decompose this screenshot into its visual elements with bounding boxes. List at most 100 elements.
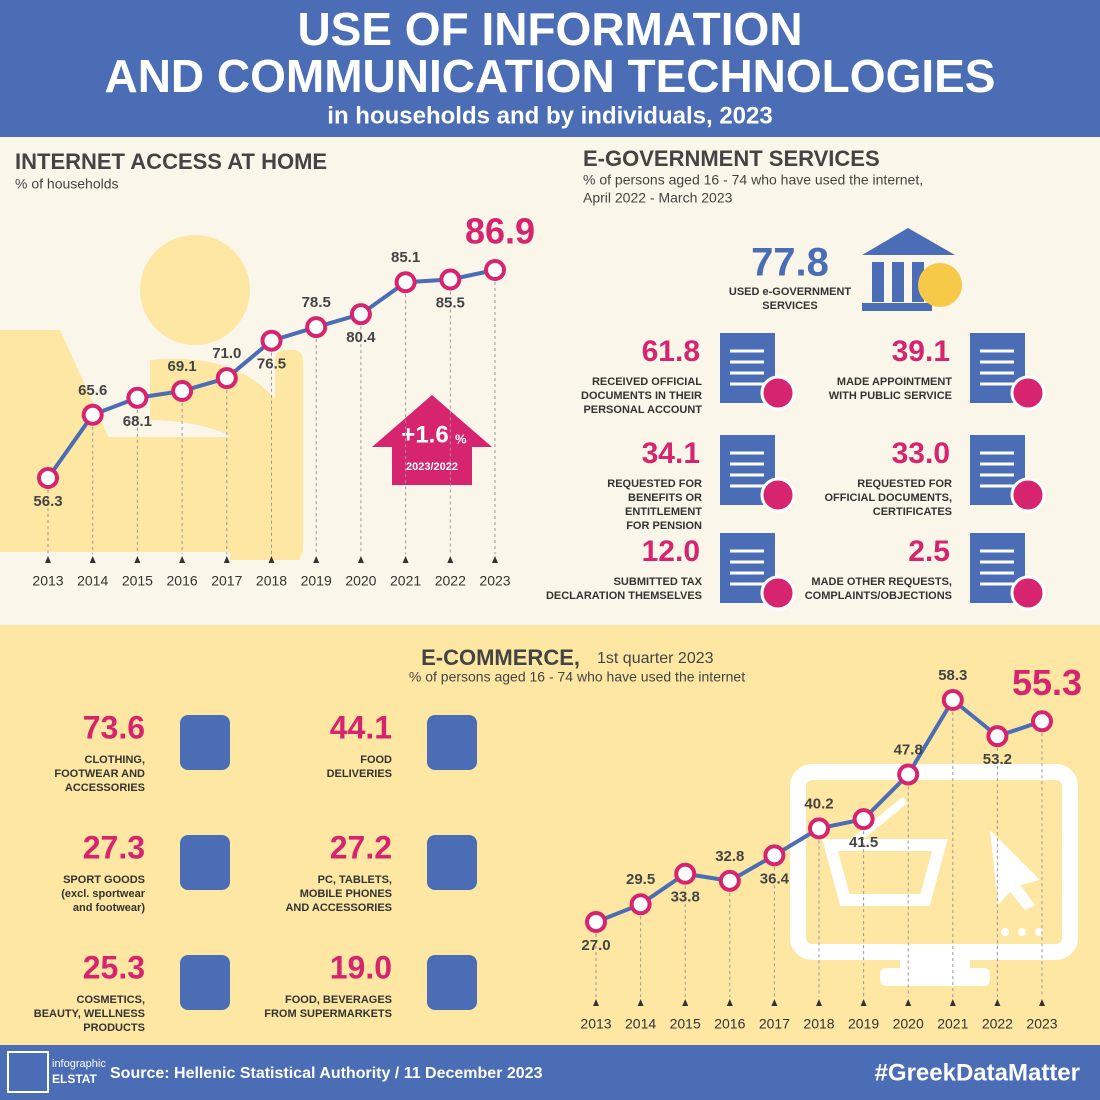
point <box>215 367 238 390</box>
item-label: WITH PUBLIC SERVICE <box>829 390 952 402</box>
tick-triangle <box>949 999 956 1006</box>
item-label: MOBILE PHONES <box>300 888 392 900</box>
x-tick-label: 2019 <box>301 573 332 589</box>
tick-triangle <box>357 556 364 563</box>
point <box>305 316 328 339</box>
x-tick-label: 2014 <box>77 573 108 589</box>
item-label: COMPLAINTS/OBJECTIONS <box>805 590 952 602</box>
item-label: DELIVERIES <box>327 768 392 780</box>
x-tick-label: 2022 <box>982 1016 1013 1032</box>
item-label: ENTITLEMENT <box>625 506 702 518</box>
monitor-illustration <box>790 764 1078 986</box>
item-label: and footwear) <box>73 902 145 914</box>
arrow <box>372 395 492 485</box>
point <box>674 862 697 885</box>
item-label: PC, TABLETS, <box>318 874 392 886</box>
item-label: CLOTHING, <box>85 754 146 766</box>
category-icon <box>427 955 477 1010</box>
item-label: FOOD, BEVERAGES <box>285 994 392 1006</box>
item-label: MADE OTHER REQUESTS, <box>811 576 952 588</box>
tick-triangle <box>637 999 644 1006</box>
point <box>852 808 875 831</box>
x-tick-label: 2016 <box>714 1016 745 1032</box>
icon-badge <box>1010 575 1046 611</box>
change-annotation: +1.6 % 2023/2022 <box>372 395 492 485</box>
item-label: CERTIFICATES <box>873 506 952 518</box>
section-subtitle: % of persons aged 16 - 74 who have used … <box>583 172 923 188</box>
tick-triangle <box>682 999 689 1006</box>
egov-main-label: USED e-GOVERNMENT <box>729 286 852 298</box>
item-value: 27.2 <box>330 829 392 865</box>
item-label: ACCESSORIES <box>65 782 145 794</box>
tick-triangle <box>134 556 141 563</box>
icon-badge <box>760 375 796 411</box>
item-label: FROM SUPERMARKETS <box>264 1008 392 1020</box>
tick-triangle <box>860 999 867 1006</box>
subtitle: in households and by individuals, 2023 <box>327 102 772 129</box>
item-value: 44.1 <box>330 709 392 745</box>
value-label: 32.8 <box>715 848 744 865</box>
x-tick-label: 2015 <box>670 1016 701 1032</box>
x-tick-label: 2017 <box>759 1016 790 1032</box>
item-label: OFFICIAL DOCUMENTS, <box>824 492 952 504</box>
item-label: COSMETICS, <box>77 994 145 1006</box>
section-title: INTERNET ACCESS AT HOME <box>15 149 327 174</box>
point <box>81 403 104 426</box>
value-label: 69.1 <box>167 358 196 375</box>
item-label: MADE APPOINTMENT <box>837 376 952 388</box>
icon-badge <box>760 477 796 513</box>
item-value: 25.3 <box>83 949 145 985</box>
category-icon <box>427 715 477 770</box>
value-label: 47.8 <box>894 741 923 758</box>
item-label: FOOTWEAR AND <box>54 768 145 780</box>
section-title: E-COMMERCE, <box>421 645 580 670</box>
point <box>126 386 149 409</box>
x-tick-label: 2015 <box>122 573 153 589</box>
point <box>484 259 506 281</box>
value-label: 85.5 <box>436 294 465 311</box>
tick-triangle <box>402 556 409 563</box>
bank-icon <box>862 228 962 311</box>
value-label: 41.5 <box>849 834 878 851</box>
value-label: 27.0 <box>581 937 610 954</box>
egov-main-value: 77.8 <box>751 241 829 285</box>
header-band <box>0 0 1100 137</box>
annotation-value: +1.6 <box>401 421 448 448</box>
item-value: 33.0 <box>892 437 950 470</box>
value-label: 40.2 <box>804 795 833 812</box>
x-tick-label: 2020 <box>893 1016 924 1032</box>
tick-triangle <box>89 556 96 563</box>
egov-main-label: SERVICES <box>762 300 817 312</box>
item-label: FOOD <box>360 754 392 766</box>
value-label: 29.5 <box>626 871 655 888</box>
value-label: 56.3 <box>33 493 62 510</box>
item-label: PERSONAL ACCOUNT <box>583 404 702 416</box>
x-tick-label: 2019 <box>848 1016 879 1032</box>
category-icon <box>180 835 230 890</box>
point <box>1031 710 1053 733</box>
x-tick-label: 2020 <box>345 573 376 589</box>
icon-badge <box>760 575 796 611</box>
item-label: SPORT GOODS <box>63 874 145 886</box>
item-label: REQUESTED FOR <box>607 478 702 490</box>
item-label: SUBMITTED TAX <box>614 576 703 588</box>
point <box>897 763 920 786</box>
item-label: AND ACCESSORIES <box>285 902 392 914</box>
tick-triangle <box>593 999 599 1006</box>
point <box>394 271 417 294</box>
item-value: 2.5 <box>908 535 950 568</box>
tick-triangle <box>905 999 912 1006</box>
value-label: 53.2 <box>983 751 1012 768</box>
category-icon <box>427 835 477 890</box>
value-label: 65.6 <box>78 382 107 399</box>
value-label: 80.4 <box>346 329 376 346</box>
annotation-period: 2023/2022 <box>406 461 458 473</box>
item-value: 19.0 <box>330 949 392 985</box>
tick-triangle <box>994 999 1001 1006</box>
x-tick-label: 2014 <box>625 1016 656 1032</box>
tick-triangle <box>1039 999 1045 1006</box>
item-label: RECEIVED OFFICIAL <box>592 376 702 388</box>
annotation-unit: % <box>455 431 467 446</box>
x-tick-label: 2017 <box>211 573 242 589</box>
